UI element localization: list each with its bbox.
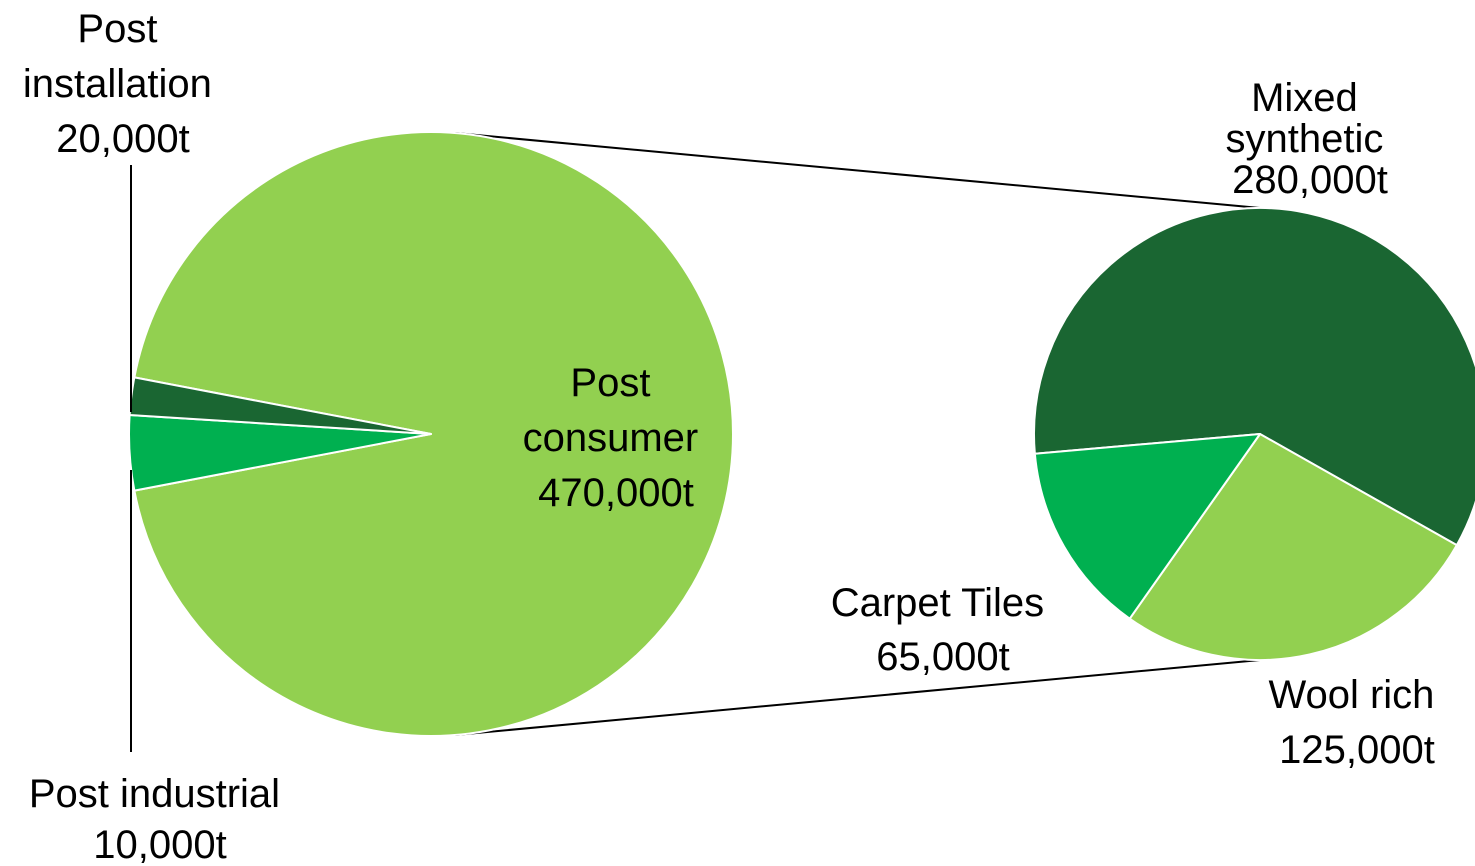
label-carpet-tiles: Carpet Tiles 65,000t <box>831 581 1056 679</box>
main-pie <box>128 131 735 737</box>
label-mixed-synthetic: Mixed synthetic 280,000t <box>1226 76 1395 202</box>
slice-mixed-synthetic <box>1033 207 1475 547</box>
connector-line-top <box>454 132 1261 209</box>
slice-carpet-tiles <box>1033 433 1261 620</box>
label-post-installation: Post installation 20,000t <box>23 7 223 161</box>
slice-wool-rich <box>1128 433 1458 661</box>
connector-line-bottom <box>454 659 1261 736</box>
connector-lines <box>454 132 1261 736</box>
label-post-industrial: Post industrial 10,000t <box>29 772 291 866</box>
label-post-consumer: Post consumer 470,000t <box>523 361 710 515</box>
label-wool-rich: Wool rich 125,000t <box>1268 673 1445 772</box>
slice-post-consumer <box>133 131 735 737</box>
secondary-pie <box>1033 207 1475 661</box>
